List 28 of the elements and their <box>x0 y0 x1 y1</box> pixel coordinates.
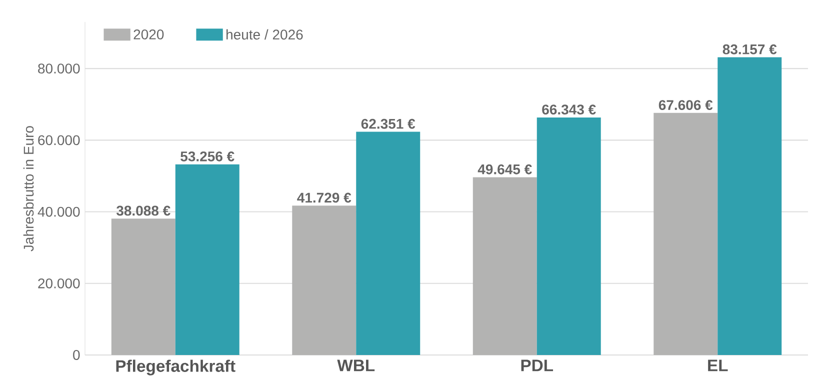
bar <box>356 132 420 355</box>
data-label: 38.088 € <box>116 206 170 216</box>
data-label: 62.351 € <box>361 118 416 129</box>
data-label: 66.343 € <box>542 104 596 115</box>
data-label: 83.157 € <box>722 44 777 54</box>
x-tick-label: EL <box>708 360 728 372</box>
x-tick-label: WBL <box>337 360 375 372</box>
y-tick-label: 20.000 <box>38 278 80 288</box>
legend-label: heute / 2026 <box>226 29 303 40</box>
x-tick-label: Pflegefachkraft <box>116 360 236 376</box>
y-tick-label: 0 <box>73 350 80 360</box>
bar <box>718 57 782 355</box>
bar <box>472 177 537 355</box>
data-label: 41.729 € <box>297 192 352 203</box>
bar <box>175 164 240 355</box>
data-label: 67.606 € <box>658 100 713 110</box>
x-tick-label: PDL <box>521 360 554 372</box>
y-tick-label: 60.000 <box>38 135 80 146</box>
data-label: 53.256 € <box>180 151 234 162</box>
bar <box>536 117 601 355</box>
legend-label: 2020 <box>134 29 164 40</box>
y-tick-label: 40.000 <box>38 206 80 217</box>
bar <box>292 206 356 355</box>
bar <box>654 112 718 355</box>
y-tick-label: 80.000 <box>38 64 80 74</box>
bar <box>111 218 176 355</box>
y-axis-title: Jahresbrutto in Euro <box>23 126 34 252</box>
data-label: 49.645 € <box>478 164 532 174</box>
